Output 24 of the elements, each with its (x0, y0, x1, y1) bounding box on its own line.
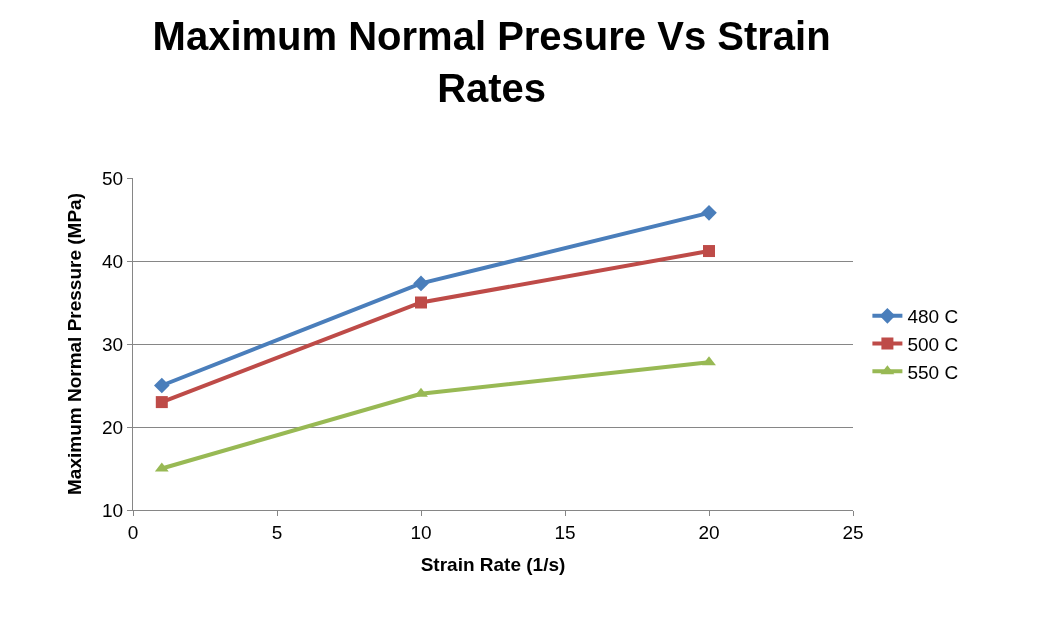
y-tick-label: 10 (102, 499, 124, 521)
y-tick-label: 40 (102, 250, 124, 272)
x-tick-label: 0 (127, 521, 139, 543)
x-axis-title: Strain Rate (1/s) (420, 553, 566, 575)
x-tick-label: 5 (271, 521, 283, 543)
chart-title: Maximum Normal Presure Vs Strain Rates (152, 14, 831, 111)
point (702, 356, 716, 366)
point (415, 296, 427, 309)
x-tick-label: 20 (698, 521, 720, 543)
legend-label: 550 C (907, 361, 959, 383)
x-tick-label: 10 (410, 521, 432, 543)
x-tick-label: 15 (554, 521, 576, 543)
point (155, 396, 168, 409)
legend-label: 500 C (907, 333, 959, 355)
point (703, 245, 715, 258)
y-tick-label: 50 (102, 167, 124, 189)
point (154, 377, 170, 394)
y-tick-label: 20 (102, 416, 124, 438)
x-tick-label: 25 (842, 521, 864, 543)
point (413, 275, 429, 292)
point (701, 205, 717, 221)
legend-label: 480 C (907, 306, 959, 328)
y-axis-title: Maximum Normal Pressure (MPa) (63, 193, 85, 495)
y-tick-label: 30 (102, 333, 124, 355)
